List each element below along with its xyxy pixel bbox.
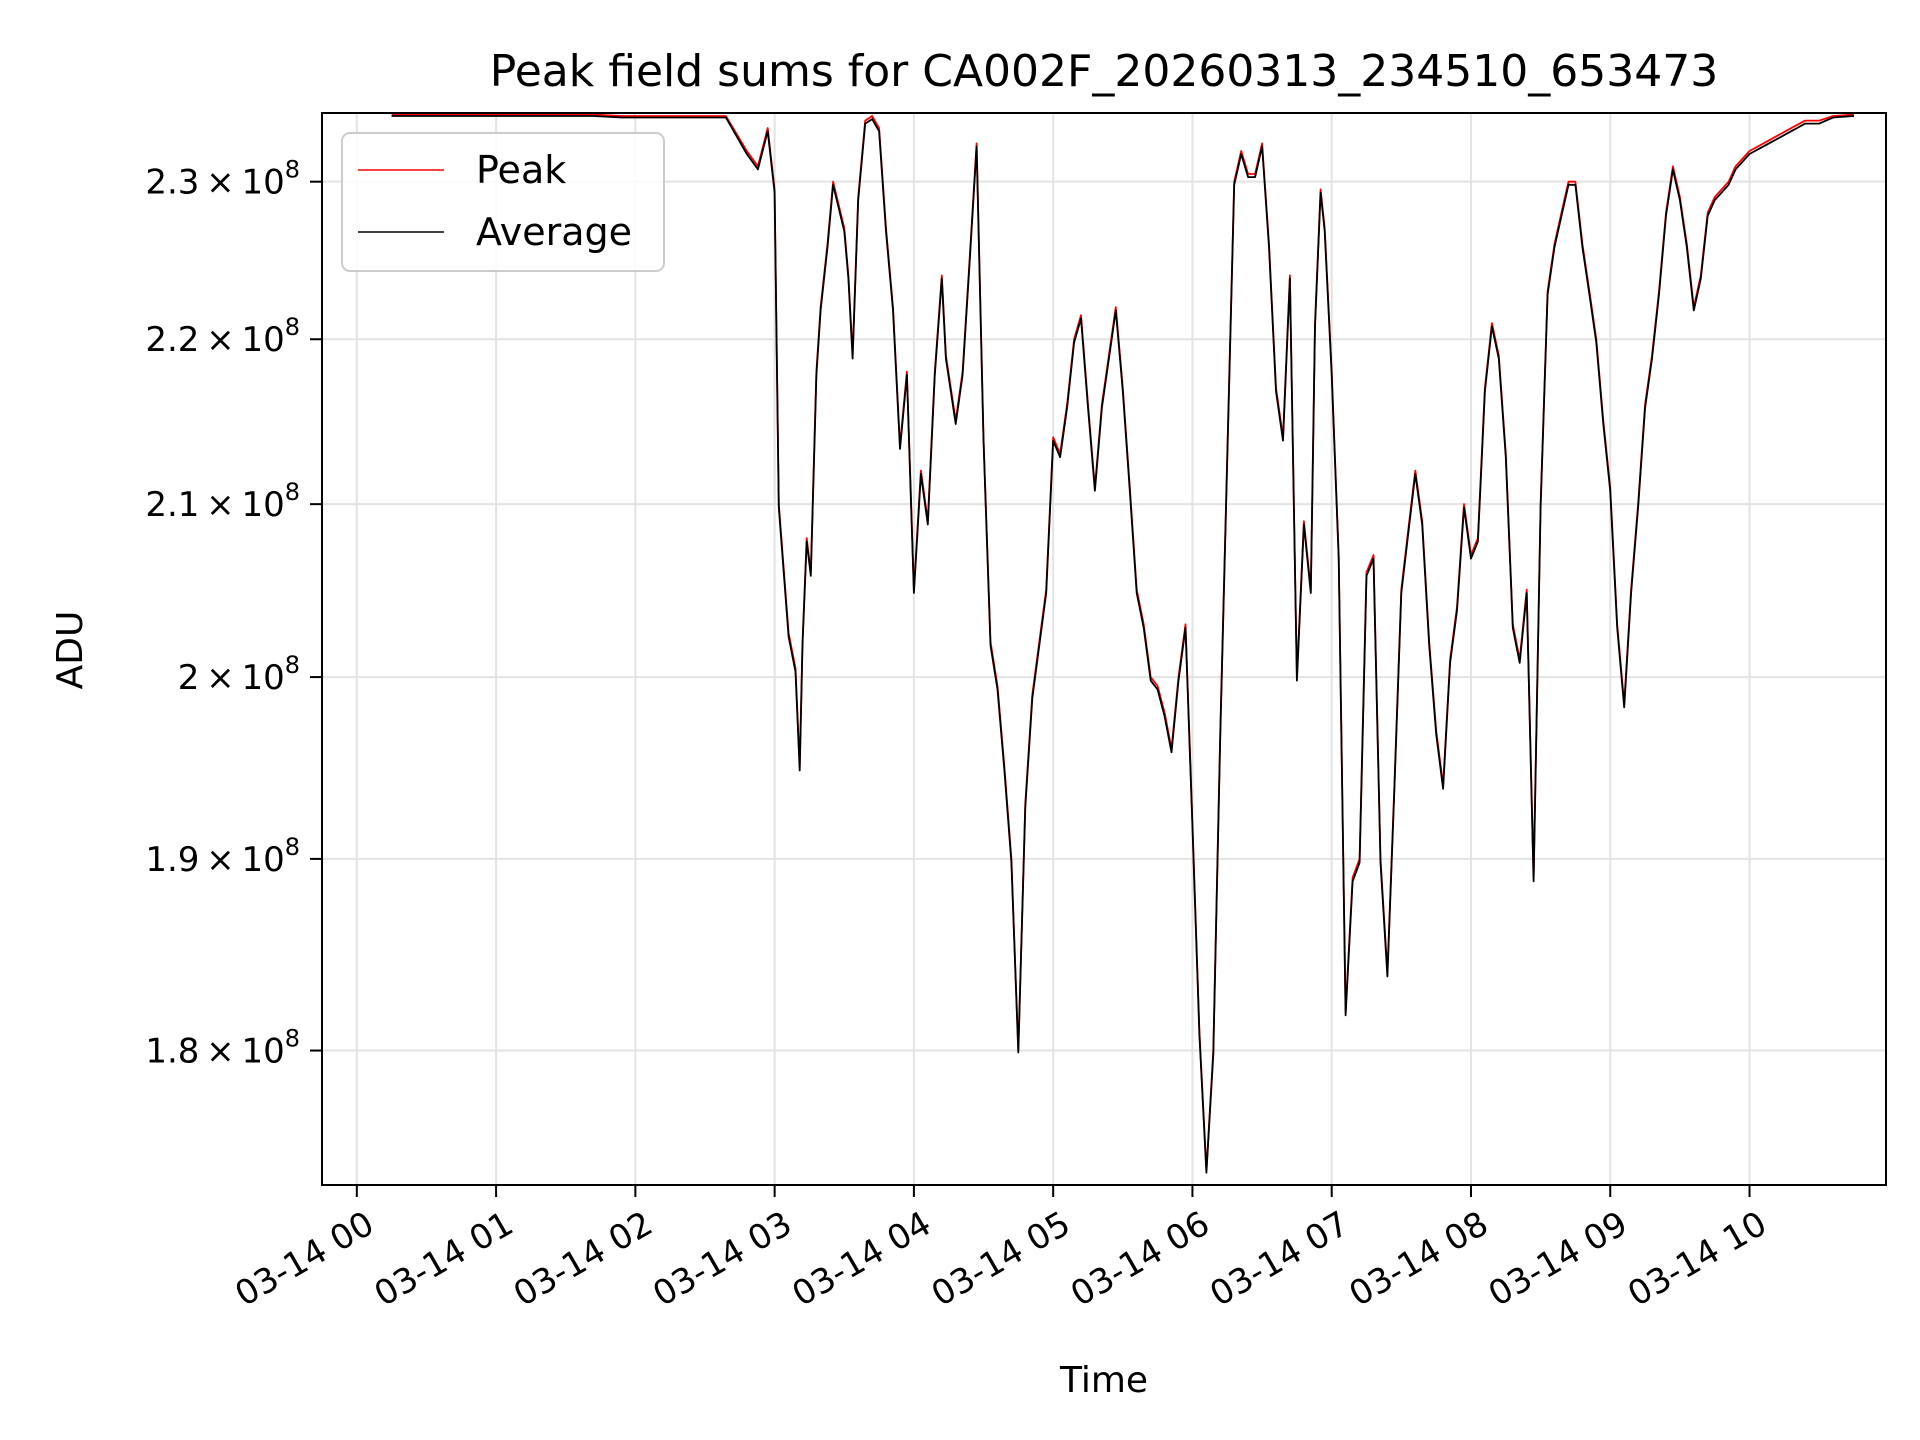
series-line-average <box>391 115 1855 1174</box>
y-tick-label: 2.3 × 108 <box>145 156 300 203</box>
y-tick-label: 2 × 108 <box>178 651 300 698</box>
legend: Peak Average <box>341 132 665 272</box>
y-tick-label: 2.2 × 108 <box>145 313 300 360</box>
y-tick-label: 2.1 × 108 <box>145 478 300 525</box>
y-axis-label: ADU <box>50 611 91 690</box>
y-tick-label: 1.9 × 108 <box>145 833 300 880</box>
y-tick-label: 1.8 × 108 <box>145 1025 300 1072</box>
legend-box <box>341 132 665 272</box>
chart-title: Peak field sums for CA002F_20260313_2345… <box>490 46 1718 97</box>
legend-label-peak: Peak <box>476 148 566 192</box>
plot-frame <box>321 112 1887 1186</box>
x-axis-label: Time <box>1059 1360 1148 1401</box>
y-axis: 1.8 × 108 1.9 × 108 2 × 108 2.1 × 108 2.2 × … <box>145 156 322 1072</box>
series-lines <box>391 113 1855 1174</box>
legend-label-average: Average <box>476 210 632 254</box>
